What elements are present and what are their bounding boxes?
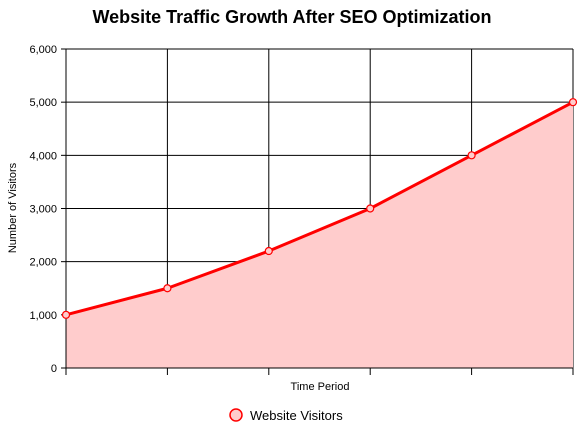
y-tick-label-3: 3,000 (29, 204, 57, 216)
data-point-3 (366, 204, 375, 213)
chart-title: Website Traffic Growth After SEO Optimiz… (92, 7, 491, 27)
y-tick-label-2: 2,000 (29, 257, 57, 269)
legend-label-website-visitors: Website Visitors (250, 408, 343, 423)
y-tick-label-1: 1,000 (29, 310, 57, 322)
legend-marker-website-visitors (229, 408, 243, 422)
series-line-website-visitors (65, 100, 574, 317)
y-tick-label-4: 4,000 (29, 150, 57, 162)
x-axis-label: Time Period (291, 381, 350, 393)
series-line-layer (65, 100, 574, 317)
data-point-0 (61, 310, 71, 319)
y-axis-label: Number of Visitors (7, 162, 19, 253)
data-point-2 (264, 246, 273, 256)
y-tick-label-5: 5,000 (29, 97, 57, 109)
data-point-1 (163, 284, 172, 293)
y-tick-label-0: 0 (51, 363, 57, 375)
tick-labels: 0 1,000 2,000 3,000 4,000 5,000 6,000 (29, 44, 57, 375)
legend: Website Visitors (229, 408, 343, 423)
data-point-4 (467, 151, 476, 160)
y-tick-label-6: 6,000 (29, 44, 57, 56)
data-point-5 (568, 98, 578, 107)
data-points (61, 98, 578, 319)
